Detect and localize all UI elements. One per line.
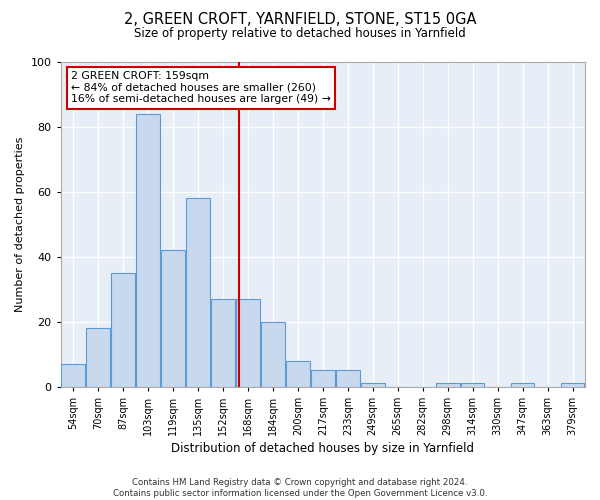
Bar bbox=[560, 384, 584, 386]
Bar bbox=[361, 384, 385, 386]
X-axis label: Distribution of detached houses by size in Yarnfield: Distribution of detached houses by size … bbox=[171, 442, 474, 455]
Bar bbox=[286, 360, 310, 386]
Bar bbox=[436, 384, 460, 386]
Bar bbox=[61, 364, 85, 386]
Bar bbox=[311, 370, 335, 386]
Bar bbox=[336, 370, 359, 386]
Bar bbox=[186, 198, 210, 386]
Bar bbox=[111, 273, 135, 386]
Bar bbox=[511, 384, 535, 386]
Text: 2, GREEN CROFT, YARNFIELD, STONE, ST15 0GA: 2, GREEN CROFT, YARNFIELD, STONE, ST15 0… bbox=[124, 12, 476, 28]
Text: 2 GREEN CROFT: 159sqm
← 84% of detached houses are smaller (260)
16% of semi-det: 2 GREEN CROFT: 159sqm ← 84% of detached … bbox=[71, 72, 331, 104]
Bar bbox=[136, 114, 160, 386]
Bar bbox=[211, 299, 235, 386]
Text: Contains HM Land Registry data © Crown copyright and database right 2024.
Contai: Contains HM Land Registry data © Crown c… bbox=[113, 478, 487, 498]
Bar bbox=[261, 322, 285, 386]
Bar bbox=[461, 384, 484, 386]
Bar bbox=[236, 299, 260, 386]
Bar bbox=[86, 328, 110, 386]
Bar bbox=[161, 250, 185, 386]
Y-axis label: Number of detached properties: Number of detached properties bbox=[15, 136, 25, 312]
Text: Size of property relative to detached houses in Yarnfield: Size of property relative to detached ho… bbox=[134, 28, 466, 40]
